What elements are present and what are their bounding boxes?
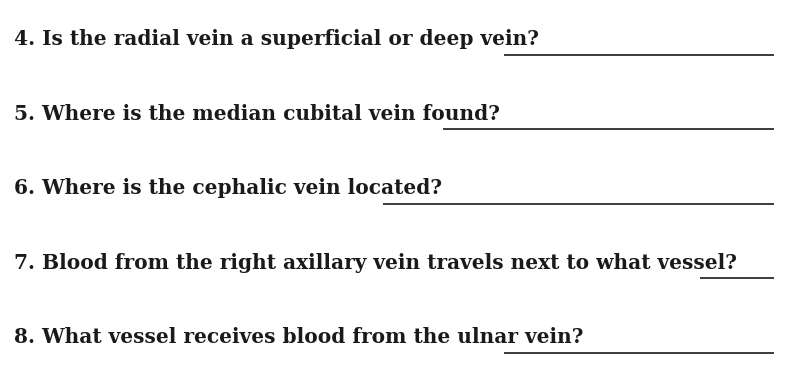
Text: 8. What vessel receives blood from the ulnar vein?: 8. What vessel receives blood from the u… xyxy=(14,327,584,347)
Text: 7. Blood from the right axillary vein travels next to what vessel?: 7. Blood from the right axillary vein tr… xyxy=(14,252,737,272)
Text: 5. Where is the median cubital vein found?: 5. Where is the median cubital vein foun… xyxy=(14,103,500,123)
Text: 6. Where is the cephalic vein located?: 6. Where is the cephalic vein located? xyxy=(14,178,442,198)
Text: 4. Is the radial vein a superficial or deep vein?: 4. Is the radial vein a superficial or d… xyxy=(14,29,539,49)
